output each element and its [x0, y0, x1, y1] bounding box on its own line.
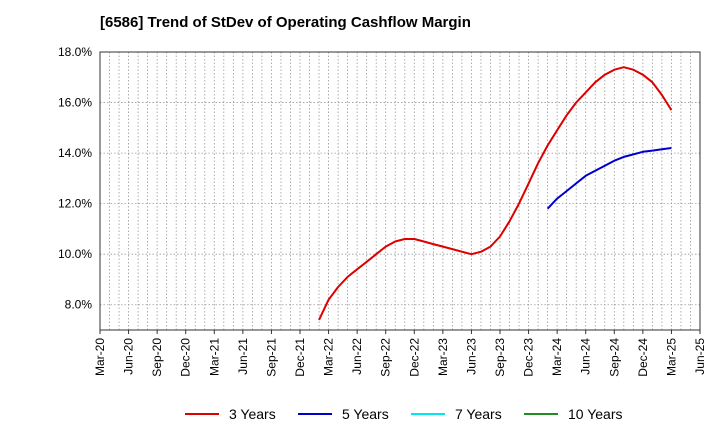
legend-swatch — [411, 413, 445, 415]
legend-label: 10 Years — [568, 406, 623, 422]
y-tick-label: 14.0% — [58, 146, 92, 160]
x-tick-label: Dec-24 — [636, 338, 650, 377]
y-tick-label: 12.0% — [58, 197, 92, 211]
x-tick-label: Jun-20 — [122, 338, 136, 375]
x-tick-label: Jun-23 — [464, 338, 478, 375]
x-tick-label: Sep-20 — [150, 338, 164, 377]
plot-frame — [99, 51, 701, 331]
x-tick-label: Dec-22 — [407, 338, 421, 377]
legend-label: 7 Years — [455, 406, 502, 422]
x-tick-label: Dec-21 — [293, 338, 307, 377]
x-tick-label: Jun-21 — [236, 338, 250, 375]
y-tick-label: 8.0% — [65, 298, 93, 312]
legend-swatch — [298, 413, 332, 415]
x-tick-label: Mar-20 — [93, 338, 107, 376]
legend-item: 3 Years — [185, 402, 276, 426]
y-tick-label: 10.0% — [58, 247, 92, 261]
x-tick-label: Jun-22 — [350, 338, 364, 375]
legend-label: 5 Years — [342, 406, 389, 422]
legend-swatch — [524, 413, 558, 415]
x-tick-label: Dec-20 — [179, 338, 193, 377]
series-line-5-years — [546, 147, 672, 210]
legend-item: 7 Years — [411, 402, 502, 426]
x-tick-label: Mar-23 — [436, 338, 450, 376]
series-line-3-years — [318, 66, 673, 321]
legend-item: 10 Years — [524, 402, 623, 426]
x-tick-label: Mar-24 — [550, 338, 564, 376]
x-tick-label: Jun-25 — [693, 338, 707, 375]
x-tick-label: Sep-23 — [493, 338, 507, 377]
x-tick-label: Sep-22 — [379, 338, 393, 377]
x-tick-label: Sep-21 — [264, 338, 278, 377]
legend-label: 3 Years — [229, 406, 276, 422]
line-chart: 8.0% 10.0% 12.0% 14.0% 16.0% 18.0% Mar-20 Jun-2… — [58, 45, 707, 377]
x-tick-label: Mar-22 — [322, 338, 336, 376]
x-tick-label: Jun-24 — [579, 338, 593, 375]
chart-title: [6586] Trend of StDev of Operating Cashf… — [100, 14, 471, 31]
x-tick-label: Mar-25 — [664, 338, 678, 376]
chart-legend: 3 Years 5 Years 7 Years 10 Years — [0, 402, 720, 426]
y-tick-label: 16.0% — [58, 96, 92, 110]
x-tick-label: Dec-23 — [522, 338, 536, 377]
y-tick-label: 18.0% — [58, 45, 92, 59]
x-tick-label: Sep-24 — [607, 338, 621, 377]
legend-item: 5 Years — [298, 402, 389, 426]
legend-swatch — [185, 413, 219, 415]
x-tick-label: Mar-21 — [207, 338, 221, 376]
